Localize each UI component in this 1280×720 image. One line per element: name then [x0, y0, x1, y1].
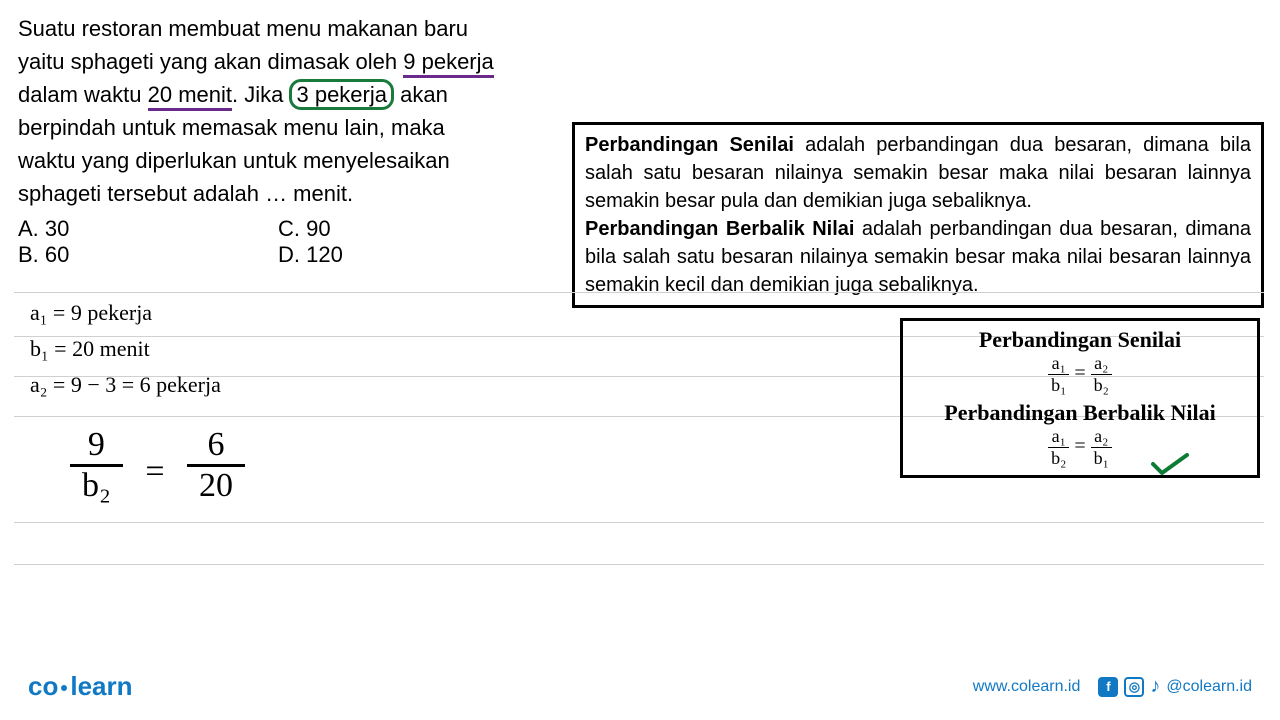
- rule-line: [14, 292, 1264, 293]
- brand-logo: colearn: [28, 671, 133, 702]
- formula-title-1: Perbandingan Senilai: [913, 327, 1247, 353]
- option-c: C. 90: [278, 216, 331, 242]
- q-line6: sphageti tersebut adalah … menit.: [18, 181, 353, 206]
- q-line5: waktu yang diperlukan untuk menyelesaika…: [18, 148, 450, 173]
- hand-frac-left: 9 b₂: [70, 426, 123, 505]
- q-line1: Suatu restoran membuat menu makanan baru: [18, 16, 468, 41]
- q-line3e: akan: [394, 82, 448, 107]
- q-underline-2: 20 menit: [148, 82, 232, 111]
- explain-title-2: Perbandingan Berbalik Nilai: [585, 218, 854, 240]
- hand-num-2: 6: [187, 426, 245, 467]
- worked-steps: a₁ = 9 pekerja b₁ = 20 menit a₂ = 9 − 3 …: [30, 300, 221, 408]
- hand-num-1: 9: [70, 426, 123, 467]
- work-a2: a₂ = 9 − 3 = 6 pekerja: [30, 372, 221, 398]
- check-icon: [1150, 452, 1190, 486]
- option-a: A. 30: [18, 216, 278, 242]
- formula-box: Perbandingan Senilai a₁b₁ = a₂b₂ Perband…: [900, 318, 1260, 478]
- logo-learn: learn: [70, 671, 132, 701]
- q-circle-1: 3 pekerja: [289, 79, 394, 110]
- handwritten-equation: 9 b₂ = 6 20: [70, 426, 245, 505]
- logo-co: co: [28, 671, 58, 701]
- instagram-icon: ◎: [1124, 677, 1144, 697]
- q-line4: berpindah untuk memasak menu lain, maka: [18, 115, 445, 140]
- hand-equals: =: [145, 453, 164, 490]
- formula-title-2: Perbandingan Berbalik Nilai: [913, 400, 1247, 426]
- work-b1: b₁ = 20 menit: [30, 336, 221, 362]
- hand-frac-right: 6 20: [187, 426, 245, 505]
- rule-line: [14, 522, 1264, 523]
- q-line3c: . Jika: [232, 82, 289, 107]
- explanation-box: Perbandingan Senilai adalah perbandingan…: [572, 122, 1264, 308]
- hand-den-2: 20: [187, 467, 245, 505]
- footer-url: www.colearn.id: [973, 678, 1081, 696]
- work-a1: a₁ = 9 pekerja: [30, 300, 221, 326]
- question-text: Suatu restoran membuat menu makanan baru…: [18, 12, 568, 210]
- facebook-icon: f: [1098, 677, 1118, 697]
- option-b: B. 60: [18, 242, 278, 268]
- footer-handle: @colearn.id: [1166, 678, 1252, 696]
- formula-berbalik: a₁b₂ = a₂b₁: [913, 426, 1247, 469]
- social-icons: f ◎ ♪ @colearn.id: [1098, 675, 1252, 698]
- q-line2a: yaitu sphageti yang akan dimasak oleh: [18, 49, 403, 74]
- q-line3a: dalam waktu: [18, 82, 148, 107]
- q-underline-1: 9 pekerja: [403, 49, 494, 78]
- rule-line: [14, 564, 1264, 565]
- tiktok-icon: ♪: [1150, 675, 1160, 698]
- footer-right: www.colearn.id f ◎ ♪ @colearn.id: [973, 675, 1252, 698]
- hand-den-1: b₂: [70, 467, 123, 505]
- answer-options: A. 30 C. 90 B. 60 D. 120: [18, 216, 568, 268]
- option-d: D. 120: [278, 242, 343, 268]
- formula-senilai: a₁b₁ = a₂b₂: [913, 353, 1247, 396]
- explain-title-1: Perbandingan Senilai: [585, 134, 794, 156]
- footer: colearn www.colearn.id f ◎ ♪ @colearn.id: [0, 671, 1280, 702]
- logo-dot-icon: [61, 685, 67, 691]
